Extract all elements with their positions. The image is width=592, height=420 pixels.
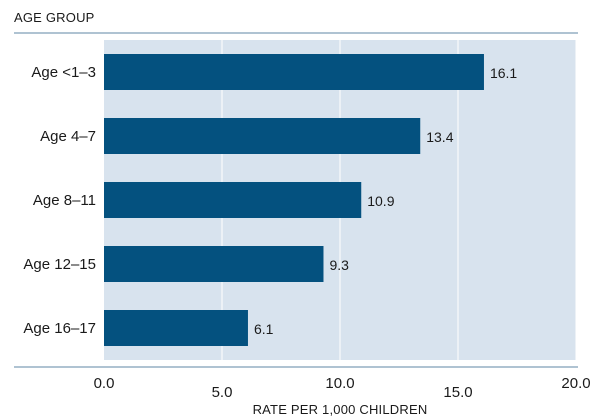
category-label-3: Age 12–15 xyxy=(23,256,96,273)
x-tick-label-4: 20.0 xyxy=(561,375,590,392)
x-tick-label-3: 15.0 xyxy=(443,384,472,401)
value-label-4: 6.1 xyxy=(254,321,274,337)
bar-1 xyxy=(104,118,421,154)
category-label-4: Age 16–17 xyxy=(23,320,96,337)
category-label-2: Age 8–11 xyxy=(33,192,96,209)
value-label-2: 10.9 xyxy=(367,193,394,209)
bar-3 xyxy=(104,246,324,282)
category-label-1: Age 4–7 xyxy=(40,128,96,145)
bar-2 xyxy=(104,182,362,218)
value-label-3: 9.3 xyxy=(329,257,349,273)
y-axis-title: AGE GROUP xyxy=(14,10,95,25)
x-tick-label-1: 5.0 xyxy=(212,384,233,401)
x-tick-label-0: 0.0 xyxy=(94,375,115,392)
value-label-1: 13.4 xyxy=(426,129,453,145)
x-tick-labels: 0.0 5.0 10.0 15.0 20.0 xyxy=(94,375,591,401)
value-labels: 16.1 13.4 10.9 9.3 6.1 xyxy=(254,65,517,337)
category-labels: Age <1–3 Age 4–7 Age 8–11 Age 12–15 Age 16–1… xyxy=(23,64,96,337)
x-axis-title: RATE PER 1,000 CHILDREN xyxy=(253,402,428,417)
x-tick-label-2: 10.0 xyxy=(325,375,354,392)
bar-4 xyxy=(104,310,248,346)
bar-0 xyxy=(104,54,484,90)
value-label-0: 16.1 xyxy=(490,65,517,81)
category-label-0: Age <1–3 xyxy=(31,64,96,81)
bars xyxy=(104,54,484,346)
